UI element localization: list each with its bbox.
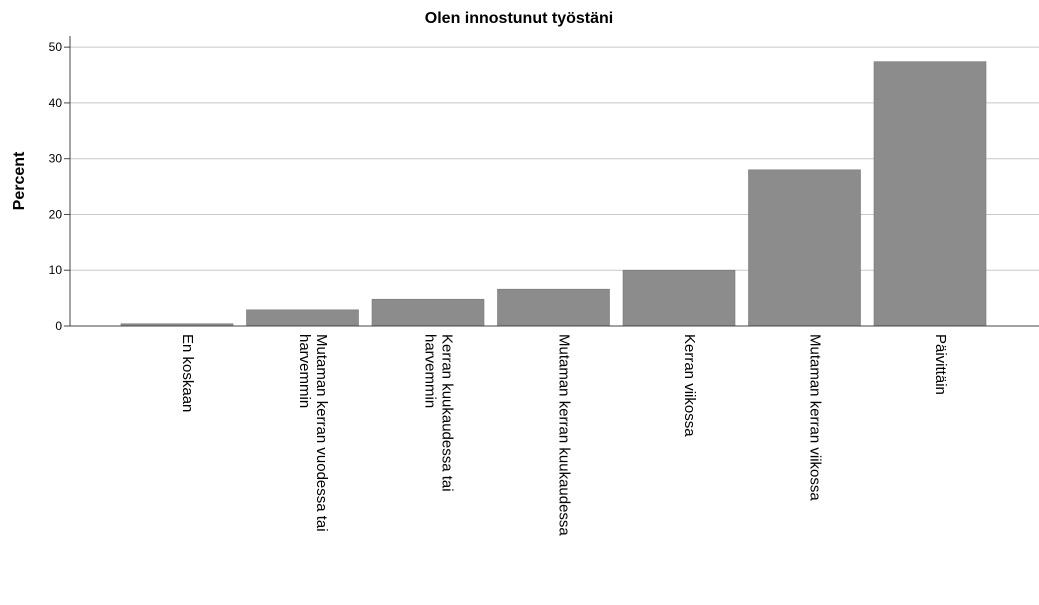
bar	[873, 61, 987, 327]
x-category-label: harvemmin	[296, 334, 313, 408]
chart-title: Olen innostunut työstäni	[425, 10, 613, 27]
y-axis-label: Percent	[11, 151, 28, 210]
bar	[622, 269, 736, 327]
x-category-labels: En koskaan Mutaman kerran vuodessa taihar…	[179, 334, 949, 536]
x-category-label: Päivittäin	[932, 334, 949, 395]
bar	[748, 169, 861, 327]
x-category-label: Mutaman kerran viikossa	[807, 334, 824, 501]
y-tick-label: 30	[49, 152, 63, 166]
x-category-label: Mutaman kerran kuukaudessa	[556, 334, 573, 536]
x-category-label: Mutaman kerran vuodessa tai	[313, 334, 330, 532]
bars	[120, 61, 987, 327]
axes	[69, 36, 1039, 327]
y-tick-label: 0	[55, 319, 62, 333]
y-tick-label: 50	[49, 40, 63, 54]
y-tick-label: 20	[49, 207, 63, 221]
y-tick-labels: 0 10 20 30 40 50	[49, 40, 70, 333]
x-category-label: Kerran viikossa	[681, 334, 698, 437]
bar	[371, 298, 485, 327]
x-category-label: En koskaan	[179, 334, 196, 412]
bar	[497, 288, 610, 327]
x-category-label: harvemmin	[422, 334, 439, 408]
y-tick-label: 40	[49, 96, 63, 110]
y-tick-label: 10	[49, 263, 63, 277]
bar	[246, 309, 359, 327]
x-category-label: Kerran kuukaudessa tai	[439, 334, 456, 492]
